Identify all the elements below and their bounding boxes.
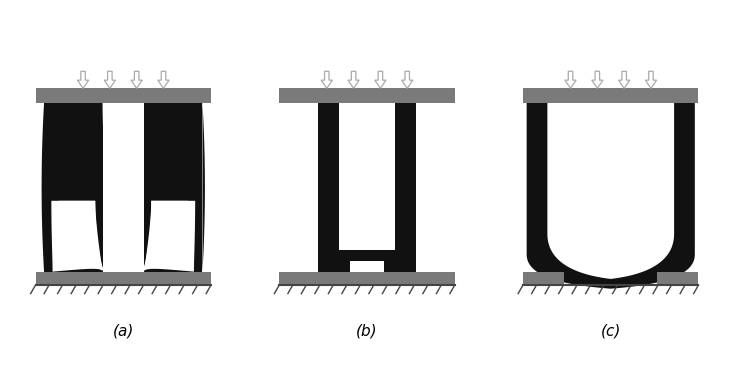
Bar bbox=[35, 88, 211, 103]
Bar bbox=[523, 272, 564, 285]
Polygon shape bbox=[103, 103, 144, 272]
Bar bbox=[279, 88, 455, 103]
Polygon shape bbox=[42, 103, 112, 272]
Text: (c): (c) bbox=[600, 323, 621, 338]
Bar bbox=[350, 261, 384, 272]
Bar bbox=[523, 272, 564, 285]
Polygon shape bbox=[77, 71, 89, 88]
Bar bbox=[35, 272, 211, 285]
Bar bbox=[657, 272, 699, 285]
Polygon shape bbox=[104, 71, 115, 88]
Polygon shape bbox=[103, 103, 144, 272]
Polygon shape bbox=[401, 71, 413, 88]
Polygon shape bbox=[158, 71, 169, 88]
Polygon shape bbox=[321, 71, 333, 88]
Bar bbox=[384, 250, 395, 272]
Bar bbox=[279, 88, 455, 103]
Polygon shape bbox=[348, 71, 359, 88]
Polygon shape bbox=[375, 71, 386, 88]
Bar bbox=[523, 88, 699, 103]
Polygon shape bbox=[51, 201, 103, 272]
Polygon shape bbox=[645, 71, 657, 88]
Polygon shape bbox=[548, 103, 674, 279]
Polygon shape bbox=[619, 71, 630, 88]
Bar bbox=[279, 272, 455, 285]
Polygon shape bbox=[565, 71, 576, 88]
Bar bbox=[395, 103, 415, 272]
Polygon shape bbox=[527, 103, 695, 289]
Polygon shape bbox=[144, 201, 195, 272]
Bar bbox=[657, 272, 699, 285]
Bar bbox=[319, 103, 339, 272]
Text: (a): (a) bbox=[112, 323, 134, 338]
Bar bbox=[339, 250, 350, 272]
Bar bbox=[279, 272, 455, 285]
Bar bbox=[339, 250, 395, 261]
Polygon shape bbox=[44, 103, 203, 272]
Polygon shape bbox=[592, 71, 603, 88]
Bar bbox=[35, 88, 211, 103]
Polygon shape bbox=[59, 201, 105, 272]
Text: (b): (b) bbox=[356, 323, 378, 338]
Bar bbox=[523, 88, 699, 103]
Polygon shape bbox=[134, 103, 205, 272]
Polygon shape bbox=[131, 71, 142, 88]
Bar bbox=[35, 272, 211, 285]
Polygon shape bbox=[142, 201, 188, 272]
